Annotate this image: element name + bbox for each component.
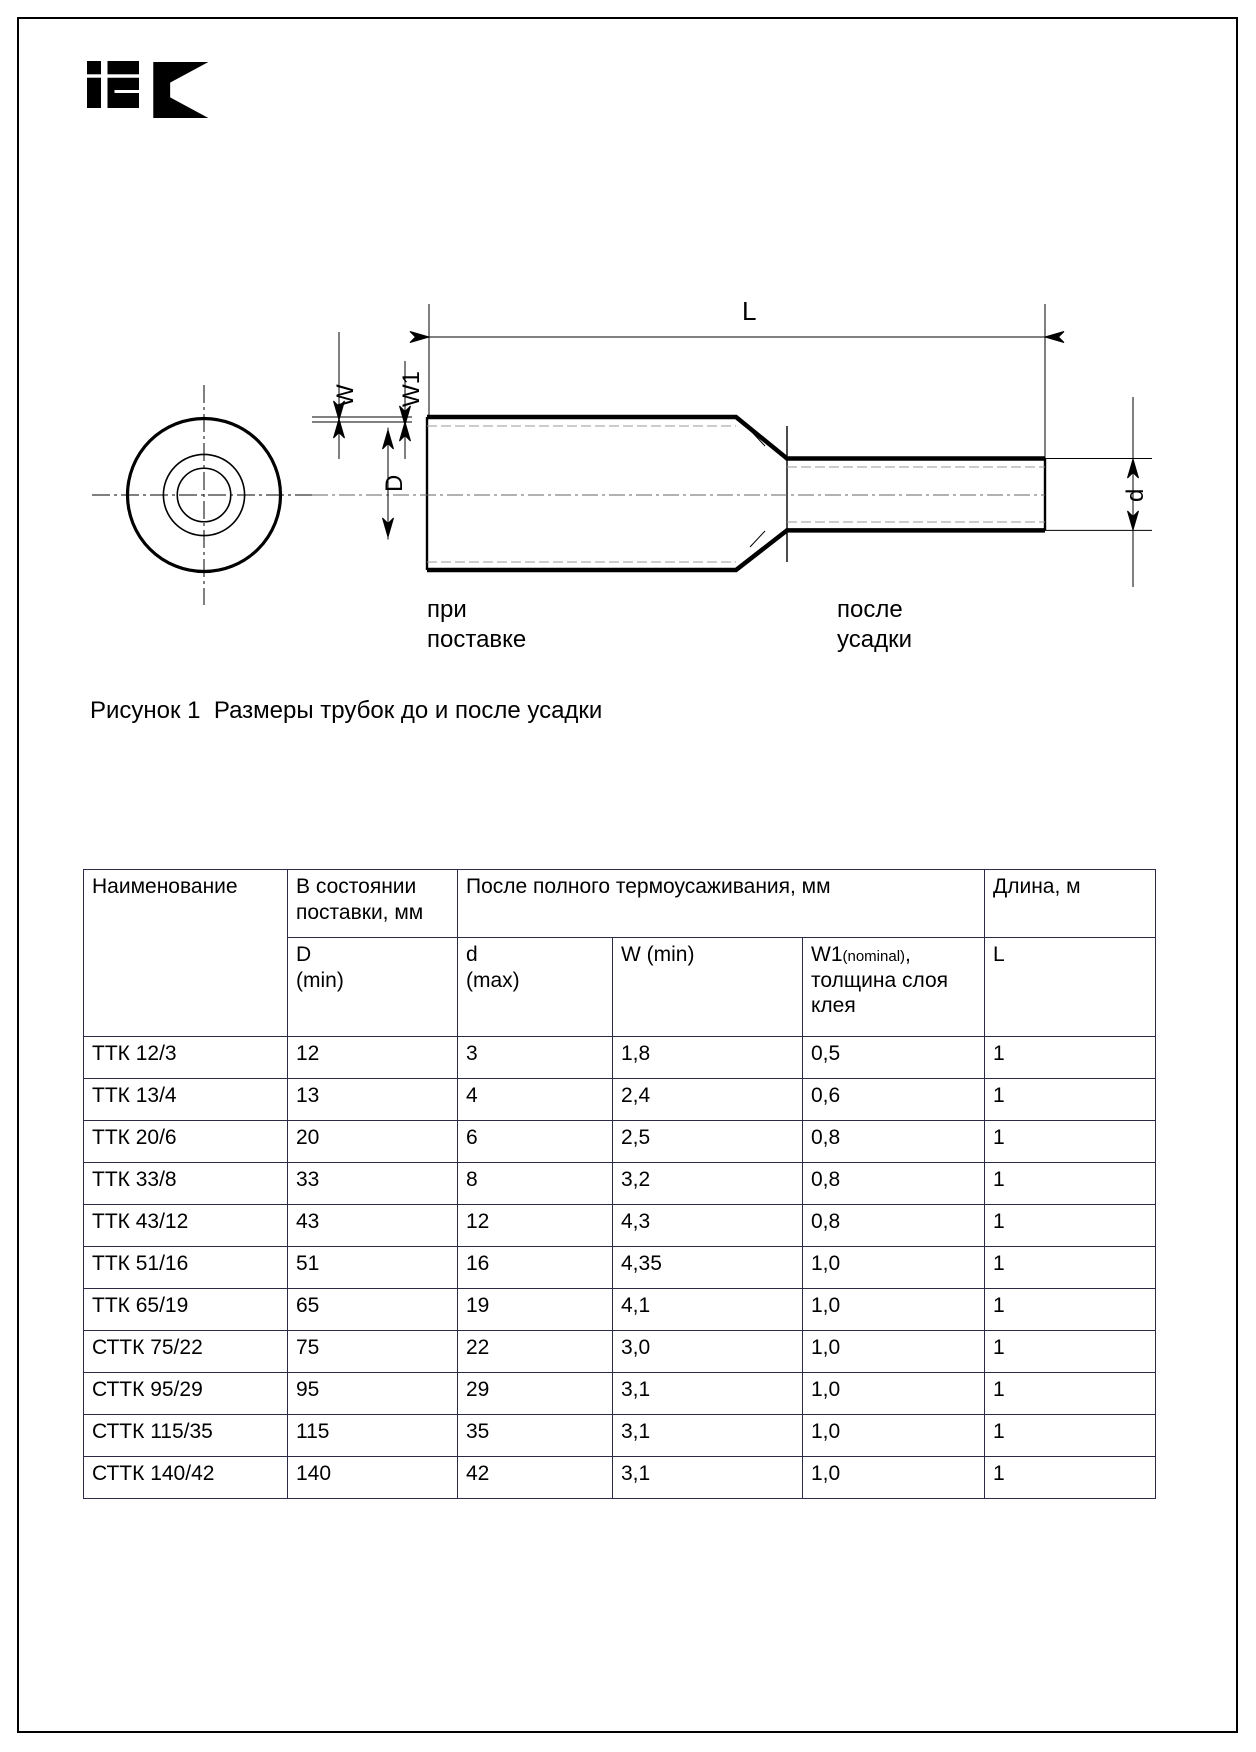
svg-text:L: L [742,296,756,326]
svg-text:поставке: поставке [427,626,526,653]
svg-text:после: после [837,596,903,623]
svg-text:W1: W1 [398,371,425,407]
svg-text:d: d [1122,489,1149,502]
svg-text:усадки: усадки [837,626,912,653]
svg-text:при: при [427,596,467,623]
svg-text:D: D [381,475,408,492]
svg-text:W: W [332,384,359,407]
